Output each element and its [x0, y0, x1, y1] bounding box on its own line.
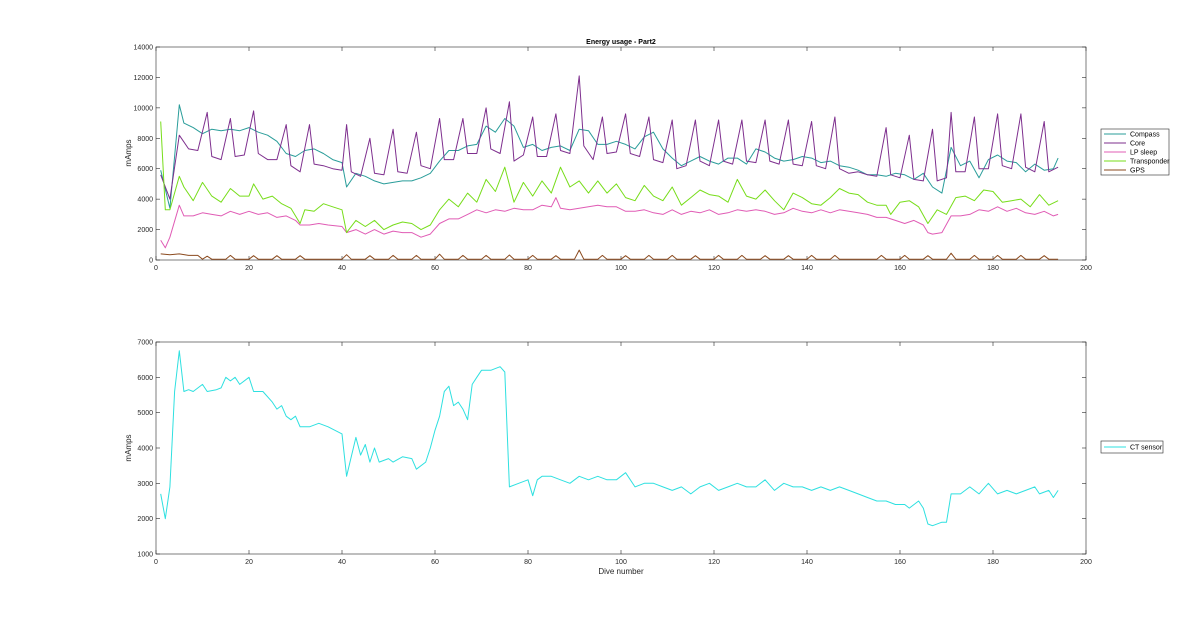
x-tick-label: 180: [987, 265, 999, 272]
series-group: [160, 75, 1059, 260]
x-tick-label: 160: [894, 559, 906, 566]
y-tick-label: 0: [149, 258, 153, 265]
series-line-compass: [160, 104, 1059, 209]
y-tick-label: 4000: [137, 197, 153, 204]
x-tick-label: 40: [338, 559, 346, 566]
ct-sensor-chart: 0 20 40 60 80 100 120 140 160 180 200 1000 2000 3000 4…: [124, 340, 1164, 576]
legend: CT sensor: [1100, 440, 1164, 454]
series-group: [160, 350, 1059, 527]
y-tick-label: 10000: [134, 105, 154, 112]
x-tick-label: 100: [615, 559, 627, 566]
x-tick-label: 0: [154, 559, 158, 566]
y-tick-label: 2000: [137, 227, 153, 234]
y-axis-label: mAmps: [124, 434, 133, 461]
legend-label-lp-sleep: LP sleep: [1130, 150, 1157, 157]
x-tick-label: 180: [987, 559, 999, 566]
legend-label-core: Core: [1130, 141, 1145, 148]
series-line-ct-sensor: [160, 350, 1059, 527]
x-tick-label: 120: [708, 265, 720, 272]
x-tick-label: 40: [338, 265, 346, 272]
legend: Compass Core LP sleep Transponder GPS: [1100, 128, 1170, 176]
x-tick-label: 140: [801, 265, 813, 272]
x-tick-label: 80: [524, 559, 532, 566]
x-tick-label: 60: [431, 265, 439, 272]
y-tick-label: 12000: [134, 75, 154, 82]
plot-area: [155, 341, 1087, 555]
plot-area: [155, 46, 1087, 261]
series-line-core: [160, 75, 1059, 200]
axis-ticks: 0 20 40 60 80 100 120 140 160 180 200 1000 2000 3000 4…: [137, 340, 1092, 567]
legend-box: [1100, 440, 1164, 454]
y-tick-label: 8000: [137, 136, 153, 143]
y-tick-label: 3000: [137, 481, 153, 488]
x-tick-label: 100: [615, 265, 627, 272]
legend-label-ct-sensor: CT sensor: [1130, 445, 1163, 452]
legend-label-transponder: Transponder: [1130, 159, 1170, 166]
series-line-transponder: [160, 121, 1059, 234]
x-axis-label: Dive number: [598, 567, 644, 576]
y-tick-label: 4000: [137, 446, 153, 453]
x-tick-label: 140: [801, 559, 813, 566]
y-tick-label: 2000: [137, 516, 153, 523]
y-tick-label: 6000: [137, 166, 153, 173]
series-line-lp-sleep: [160, 197, 1059, 249]
y-tick-label: 6000: [137, 375, 153, 382]
x-tick-label: 120: [708, 559, 720, 566]
chart-title: Energy usage - Part2: [586, 39, 656, 46]
y-tick-label: 1000: [137, 552, 153, 559]
x-tick-label: 80: [524, 265, 532, 272]
x-tick-label: 160: [894, 265, 906, 272]
y-tick-label: 5000: [137, 410, 153, 417]
energy-usage-chart: Energy usage - Part2 0 20 40 60 80 100 120 140 1…: [124, 39, 1170, 272]
legend-label-gps: GPS: [1130, 168, 1145, 175]
x-tick-label: 200: [1080, 265, 1092, 272]
legend-label-compass: Compass: [1130, 132, 1160, 139]
x-tick-label: 0: [154, 265, 158, 272]
x-tick-label: 20: [245, 265, 253, 272]
y-tick-label: 7000: [137, 340, 153, 347]
y-tick-label: 14000: [134, 45, 154, 52]
y-axis-label: mAmps: [124, 139, 133, 166]
x-tick-label: 60: [431, 559, 439, 566]
x-tick-label: 200: [1080, 559, 1092, 566]
series-line-gps: [160, 249, 1059, 260]
x-tick-label: 20: [245, 559, 253, 566]
